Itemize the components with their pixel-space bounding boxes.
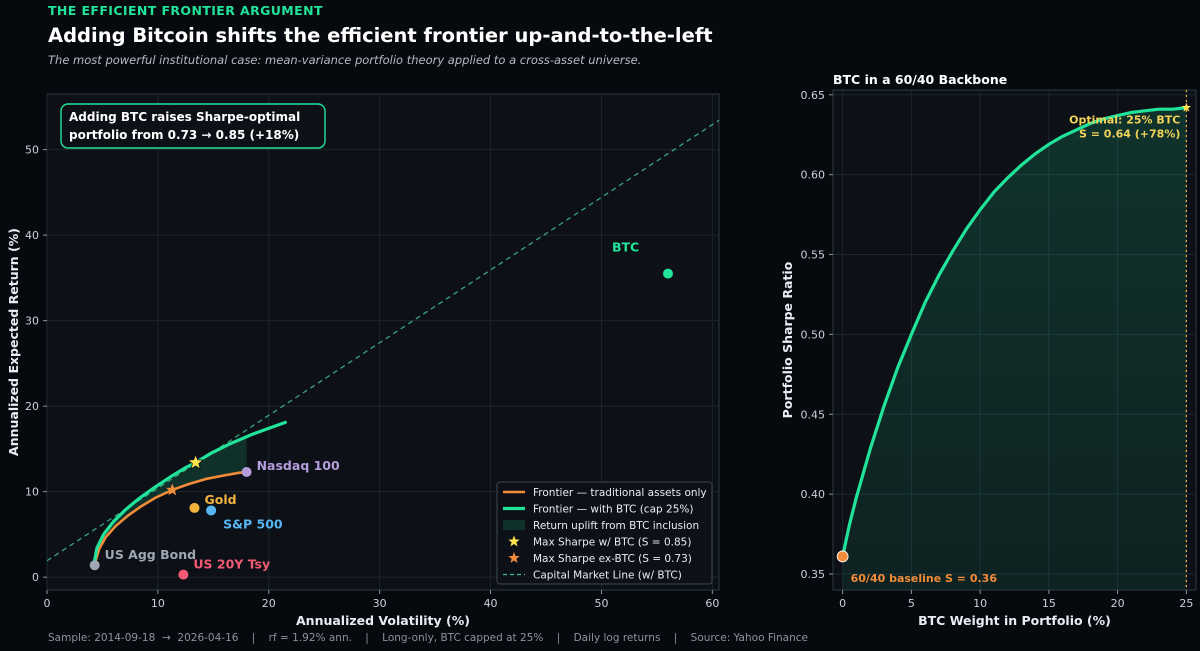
max-sharpe-ex-btc-star	[166, 483, 179, 496]
baseline-point	[836, 550, 849, 563]
y-tick-label: 0.45	[801, 408, 826, 421]
footer-note: Sample: 2014-09-18 → 2026-04-16 | rf = 1…	[48, 632, 809, 644]
frontier-btc-line	[93, 420, 287, 562]
baseline-label: 60/40 baseline S = 0.36	[851, 572, 998, 585]
y-tick-label: 0.40	[801, 488, 826, 501]
sharpe-area-fill	[842, 107, 1187, 590]
max-sharpe-btc-star	[186, 453, 205, 471]
y-tick-label: 30	[25, 315, 39, 328]
y-tick-label: 0.35	[801, 568, 826, 581]
y-axis-label-right: Portfolio Sharpe Ratio	[780, 261, 795, 418]
y-tick-label: 20	[25, 400, 39, 413]
y-axis-label-left: Annualized Expected Return (%)	[6, 228, 21, 456]
y-tick-label: 0.65	[801, 89, 826, 102]
asset-label: Gold	[204, 492, 236, 507]
x-tick-label: 10	[151, 597, 165, 610]
y-tick-label: 50	[25, 144, 39, 157]
page-subtitle: The most powerful institutional case: me…	[48, 53, 642, 67]
annotation-box	[60, 103, 326, 149]
kicker: THE EFFICIENT FRONTIER ARGUMENT	[48, 3, 323, 18]
legend-label: Frontier — traditional assets only	[533, 487, 707, 499]
legend-box	[496, 481, 713, 585]
x-tick-label: 60	[705, 597, 719, 610]
page-title: Adding Bitcoin shifts the efficient fron…	[48, 24, 713, 47]
x-tick-label: 50	[594, 597, 608, 610]
legend-swatch	[503, 520, 525, 530]
x-tick-label: 10	[973, 597, 987, 610]
legend-label: Return uplift from BTC inclusion	[533, 520, 699, 532]
y-tick-label: 10	[25, 486, 39, 499]
asset-point	[241, 466, 252, 477]
x-axis-label-right: BTC Weight in Portfolio (%)	[918, 613, 1111, 628]
sharpe-curve	[841, 106, 1188, 559]
asset-label: US 20Y Tsy	[193, 557, 270, 572]
frontier-traditional-line	[94, 470, 248, 562]
asset-point	[662, 268, 673, 279]
right-chart-title: BTC in a 60/40 Backbone	[833, 72, 1007, 87]
x-axis-label-left: Annualized Volatility (%)	[296, 613, 470, 628]
y-tick-label: 0.50	[801, 328, 826, 341]
x-tick-label: 25	[1179, 597, 1193, 610]
x-tick-label: 40	[484, 597, 498, 610]
y-tick-label: 40	[25, 229, 39, 242]
y-tick-label: 0.60	[801, 169, 826, 182]
legend-swatch	[508, 535, 520, 547]
asset-label: Nasdaq 100	[257, 458, 340, 473]
asset-label: BTC	[612, 240, 639, 255]
asset-label: S&P 500	[223, 516, 283, 531]
x-tick-label: 15	[1042, 597, 1056, 610]
optimal-label-2: S = 0.64 (+78%)	[1079, 128, 1180, 141]
annotation-line-1: Adding BTC raises Sharpe-optimal	[69, 110, 300, 124]
x-tick-label: 0	[839, 597, 846, 610]
capital-market-line	[46, 119, 720, 562]
asset-point	[178, 569, 189, 580]
optimal-star	[1181, 102, 1192, 112]
x-tick-label: 0	[44, 597, 51, 610]
y-tick-label: 0.55	[801, 249, 826, 262]
asset-point	[206, 505, 217, 516]
uplift-region	[94, 436, 247, 561]
x-tick-label: 5	[908, 597, 915, 610]
asset-label: US Agg Bond	[105, 547, 196, 562]
legend-label: Frontier — with BTC (cap 25%)	[533, 504, 693, 516]
x-tick-label: 30	[373, 597, 387, 610]
optimal-label-1: Optimal: 25% BTC	[1069, 114, 1180, 127]
legend-label: Capital Market Line (w/ BTC)	[533, 570, 682, 582]
legend-swatch	[508, 552, 520, 563]
legend-label: Max Sharpe w/ BTC (S = 0.85)	[533, 537, 691, 549]
x-tick-label: 20	[1111, 597, 1125, 610]
asset-point	[89, 560, 100, 571]
annotation-line-2: portfolio from 0.73 → 0.85 (+18%)	[69, 128, 299, 142]
y-tick-label: 0	[32, 571, 39, 584]
legend-label: Max Sharpe ex-BTC (S = 0.73)	[533, 553, 692, 565]
asset-point	[189, 502, 200, 513]
x-tick-label: 20	[262, 597, 276, 610]
